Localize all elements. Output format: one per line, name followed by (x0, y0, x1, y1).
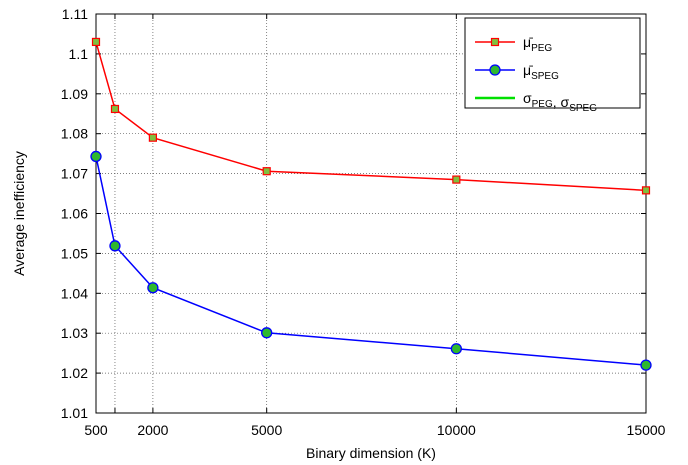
data-point-peg (110, 104, 120, 114)
y-tick-label: 1.07 (61, 166, 88, 182)
data-point-speg (640, 359, 652, 371)
legend-label: σPEG, σSPEG (523, 90, 597, 114)
y-axis-label: Average inefficiency (11, 151, 27, 276)
x-axis-label: Binary dimension (K) (306, 445, 436, 461)
data-point-peg (148, 133, 157, 142)
legend-label: μ̄PEG (523, 34, 552, 54)
legend: μ̄PEG μ̄SPEG σPEG, σSPEG (464, 17, 641, 114)
legend-box (464, 17, 641, 109)
legend-marker (490, 37, 500, 47)
y-tick-label: 1.1 (69, 46, 89, 62)
series-group (90, 37, 652, 371)
y-tick-label: 1.06 (61, 206, 88, 222)
y-tick-label: 1.11 (62, 6, 88, 22)
y-tick-label: 1.01 (61, 405, 88, 421)
data-point-speg (450, 343, 462, 355)
data-point-peg (452, 175, 461, 184)
legend-label: μ̄SPEG (523, 62, 559, 82)
series-line-peg (95, 41, 647, 192)
x-tick-label: 10000 (437, 422, 476, 438)
data-point-speg (261, 327, 273, 339)
y-tick-label: 1.03 (61, 325, 88, 341)
data-point-peg (641, 186, 651, 195)
legend-marker (489, 64, 501, 76)
y-tick-label: 1.08 (61, 126, 88, 142)
data-point-speg (90, 150, 102, 163)
axis-ticks: 1.011.021.031.041.051.061.071.081.091.11… (61, 6, 666, 438)
y-tick-label: 1.09 (61, 86, 88, 102)
x-tick-label: 2000 (137, 422, 168, 438)
grid-lines (96, 14, 646, 413)
data-point-speg (147, 282, 159, 294)
data-point-speg (109, 240, 121, 252)
y-tick-label: 1.04 (61, 285, 88, 301)
y-tick-label: 1.05 (61, 245, 88, 261)
data-point-peg (91, 37, 101, 47)
series-line-speg (95, 156, 647, 366)
x-tick-label: 15000 (627, 422, 666, 438)
x-tick-label: 5000 (251, 422, 282, 438)
x-tick-label: 500 (84, 422, 108, 438)
y-tick-label: 1.02 (61, 365, 88, 381)
data-point-peg (262, 167, 271, 176)
